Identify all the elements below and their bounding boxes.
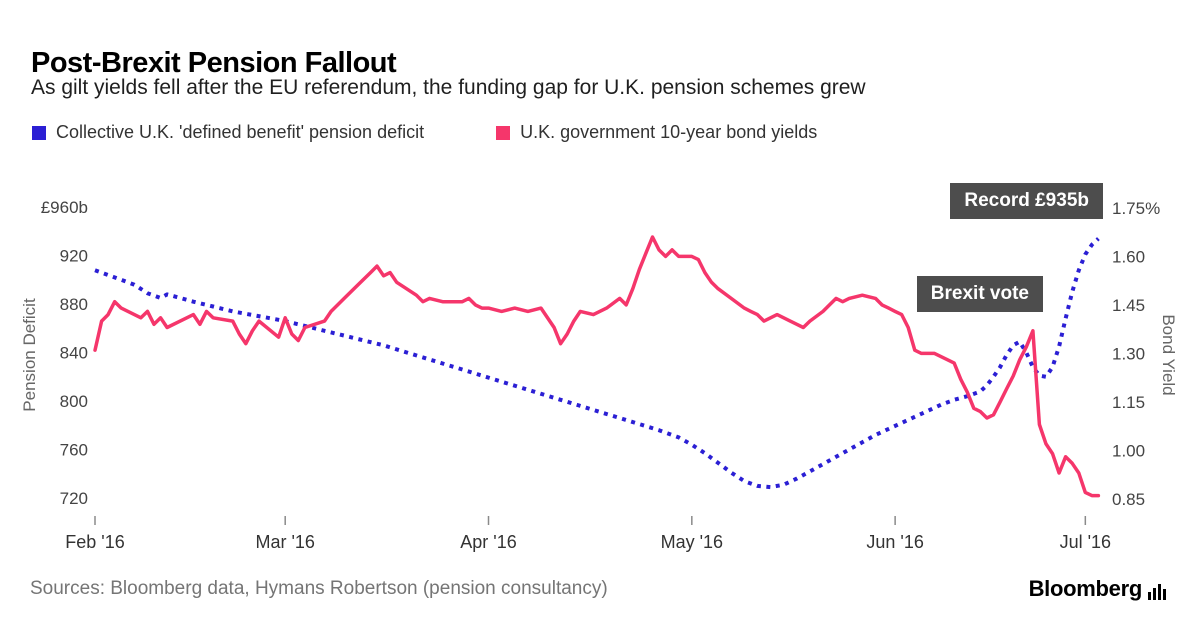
right-axis-tick-label: 1.30	[1112, 344, 1145, 363]
legend-label-bond-yields: U.K. government 10-year bond yields	[520, 122, 818, 142]
record-annotation-badge: Record £935b	[950, 183, 1103, 219]
legend-item-bond-yields: U.K. government 10-year bond yields	[496, 122, 817, 143]
x-axis-tick-label: Mar '16	[255, 532, 314, 552]
left-axis-tick-label: 720	[60, 489, 88, 508]
left-axis-tick-label: 840	[60, 344, 88, 363]
deficit-series-swatch-icon	[32, 125, 46, 140]
x-axis-tick-label: Jun '16	[866, 532, 923, 552]
right-axis-tick-label: 1.45	[1112, 296, 1145, 315]
pension-deficit-line	[94, 237, 1100, 490]
bloomberg-wordmark: Bloomberg	[1028, 576, 1143, 601]
left-axis-tick-label: 800	[60, 392, 88, 411]
right-axis-title: Bond Yield	[1159, 314, 1178, 396]
bond-yield-line	[93, 235, 1101, 498]
right-axis-tick-label: 1.15	[1112, 393, 1145, 412]
x-axis-tick-label: May '16	[661, 532, 723, 552]
right-axis-tick-label: 1.60	[1112, 247, 1145, 266]
left-axis-title: Pension Deficit	[20, 298, 39, 412]
x-axis-tick-label: Apr '16	[460, 532, 516, 552]
legend-label-pension-deficit: Collective U.K. 'defined benefit' pensio…	[56, 122, 425, 142]
legend: Collective U.K. 'defined benefit' pensio…	[32, 122, 817, 143]
page-title: Post-Brexit Pension Fallout	[31, 47, 397, 80]
left-axis-tick-label: £960b	[41, 198, 88, 217]
bloomberg-logo: Bloomberg	[1029, 576, 1166, 602]
page-subtitle: As gilt yields fell after the EU referen…	[31, 76, 866, 99]
x-axis-tick-label: Feb '16	[65, 532, 124, 552]
right-axis-tick-label: 1.00	[1112, 441, 1145, 460]
left-axis-tick-label: 920	[60, 247, 88, 266]
x-axis-tick-label: Jul '16	[1060, 532, 1111, 552]
left-axis-tick-label: 760	[60, 441, 88, 460]
bloomberg-logo-icon	[1148, 584, 1166, 600]
sources-text: Sources: Bloomberg data, Hymans Robertso…	[30, 578, 608, 599]
right-axis-tick-label: 1.75%	[1112, 199, 1160, 218]
legend-item-pension-deficit: Collective U.K. 'defined benefit' pensio…	[32, 122, 424, 143]
left-axis-tick-label: 880	[60, 295, 88, 314]
right-axis-tick-label: 0.85	[1112, 490, 1145, 509]
yield-series-swatch-icon	[496, 125, 511, 140]
brexit-vote-annotation-badge: Brexit vote	[916, 276, 1043, 312]
